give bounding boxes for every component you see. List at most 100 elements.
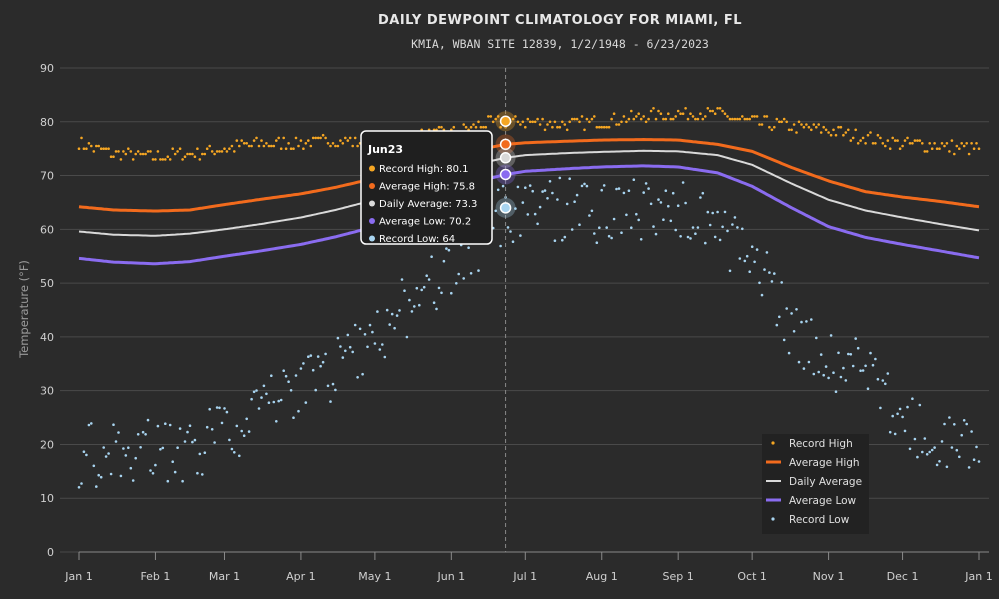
x-tick-label: Oct 1 [737,570,767,583]
record-low-point [706,210,710,214]
record-high-point [173,152,177,156]
y-tick-label: 10 [40,492,54,505]
record-low-point [440,291,443,295]
record-low-point [319,364,322,368]
tooltip-bullet-average-low [369,218,375,224]
record-high-point [615,123,618,126]
record-high-point [667,112,670,115]
record-high-point [884,144,887,148]
record-low-point [223,407,226,410]
record-low-point [316,355,320,358]
record-low-point [87,423,91,427]
record-high-point [319,136,322,140]
record-low-point [553,239,557,242]
record-low-point [812,372,816,376]
record-high-point [654,117,658,121]
record-high-point [632,117,636,121]
record-low-point [657,198,660,201]
record-high-point [595,125,599,129]
record-high-point [896,139,899,142]
record-high-point [109,155,113,158]
record-low-point [533,212,537,216]
record-low-point [437,286,441,290]
record-low-point [526,213,530,216]
record-low-point [127,446,130,450]
record-high-point [307,139,310,142]
record-high-point [659,112,663,115]
record-high-point [699,112,702,115]
record-low-point [366,345,369,349]
record-low-point [245,417,248,421]
record-low-point [304,401,308,404]
y-tick-label: 50 [40,277,54,290]
record-low-point [117,431,120,434]
record-low-point [188,424,192,428]
record-high-point [321,133,325,137]
record-low-point [299,367,303,370]
record-low-point [948,416,951,419]
record-low-point [326,384,330,388]
record-high-point [829,133,833,137]
record-low-point [307,355,310,359]
record-low-point [829,334,833,337]
record-low-point [817,370,820,374]
record-low-point [538,205,542,209]
record-high-point [617,123,621,126]
record-high-point [183,155,187,158]
record-high-point [87,142,91,145]
record-high-point [230,144,234,148]
record-low-point [262,384,266,388]
x-tick-label: Sep 1 [663,570,694,583]
record-high-point [797,120,801,124]
record-high-point [723,112,727,115]
record-low-point [787,351,791,355]
record-high-point [546,123,549,126]
record-high-point [225,150,229,153]
record-high-point [802,125,806,129]
record-high-point [112,155,115,158]
record-high-point [558,125,562,129]
record-low-point [178,427,182,430]
record-high-point [790,128,793,132]
record-low-point [652,225,655,228]
record-high-point [166,155,170,158]
record-low-point [240,429,243,433]
record-high-point [99,147,103,150]
record-low-point [519,234,522,237]
record-low-point [911,397,914,401]
legend-item-average-high: Average High [789,457,860,469]
record-low-point [795,308,798,311]
y-axis-label: Temperature (°F) [17,260,31,359]
record-high-point [97,144,100,148]
legend-swatch-record-high [771,441,775,445]
record-high-point [205,147,209,150]
record-low-point [686,235,690,239]
record-high-point [768,125,771,129]
record-low-point [667,204,670,208]
record-low-point [501,184,505,188]
record-low-point [842,366,845,370]
record-low-point [551,191,554,195]
record-low-point [477,269,480,272]
record-low-point [593,232,596,235]
x-tick-label: Jul 1 [512,570,537,583]
record-high-point [309,144,313,148]
legend-swatch-record-low [771,517,775,521]
record-high-point [970,142,973,145]
record-high-point [839,125,843,129]
record-low-point [785,307,788,310]
tooltip-bullet-record-low [369,235,375,242]
tooltip-date: Jun23 [367,143,403,156]
record-low-point [639,238,643,241]
record-high-point [218,150,221,153]
record-high-point [588,120,591,124]
record-low-point [800,320,803,324]
record-low-point [242,434,246,438]
record-low-point [541,190,544,193]
record-low-point [395,314,399,317]
record-high-point [193,155,197,158]
record-low-point [620,231,623,234]
record-high-point [928,142,931,145]
record-high-point [536,117,539,121]
record-low-point [590,209,594,213]
